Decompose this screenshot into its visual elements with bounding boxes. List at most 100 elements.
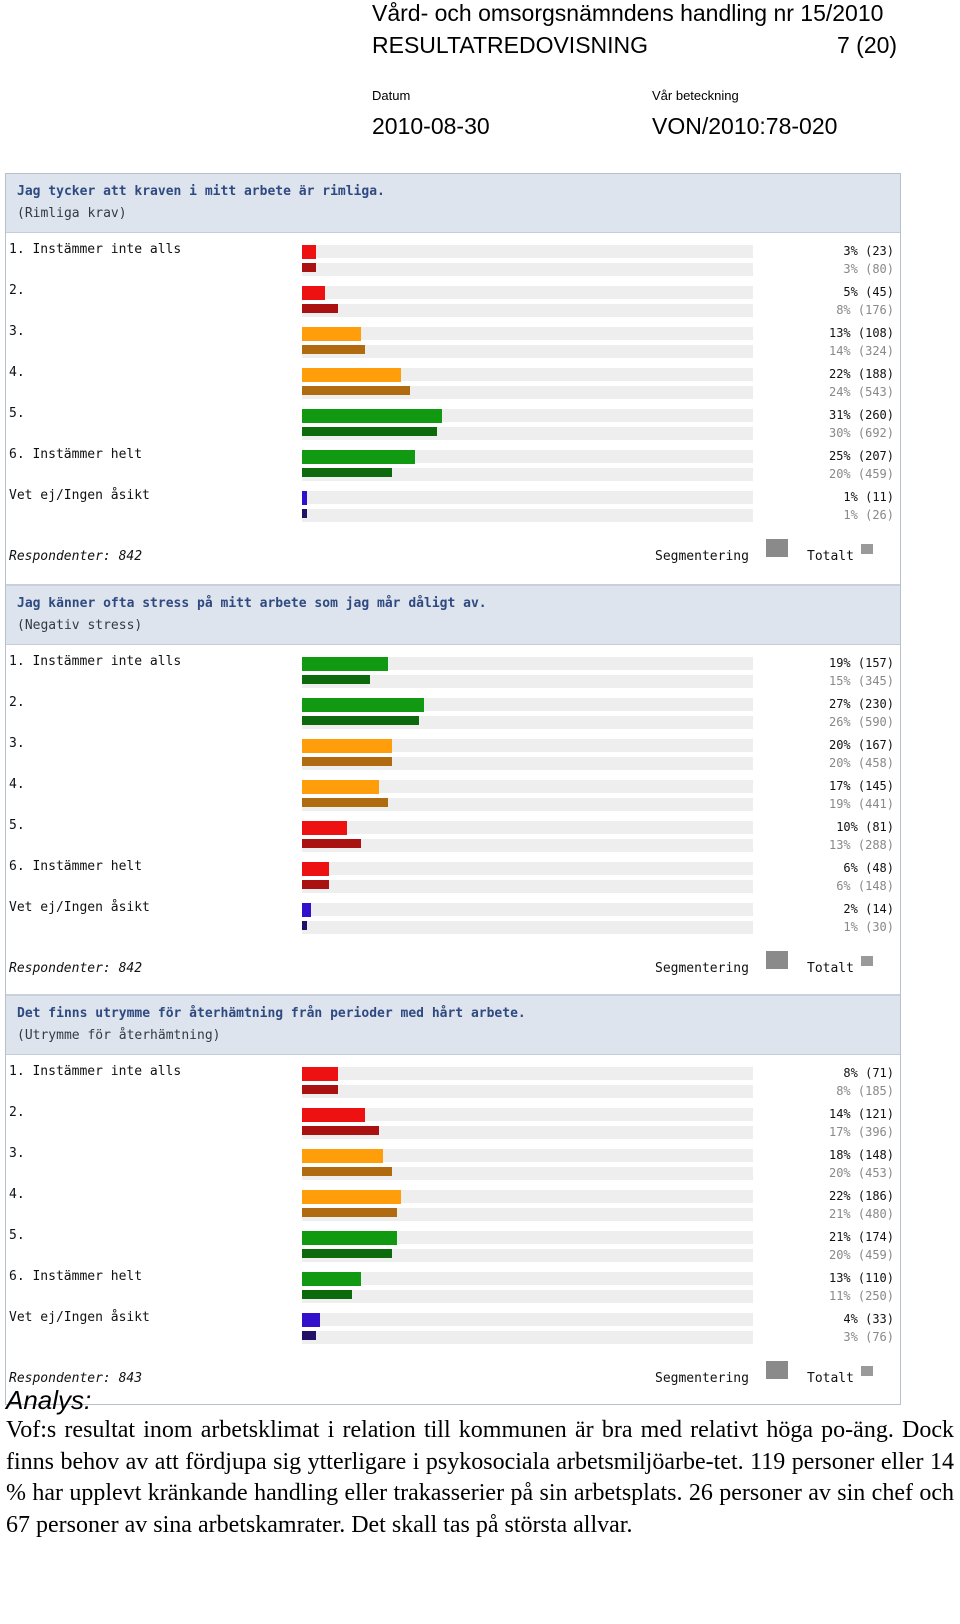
bar-track <box>302 1085 753 1098</box>
bar-track <box>302 450 753 463</box>
total-bar <box>302 1085 338 1094</box>
segment-value-label: 20% (167) <box>828 738 894 752</box>
segment-bar <box>302 1313 320 1327</box>
total-value-label: 3% (76) <box>843 1330 894 1344</box>
answer-label: 6. Instämmer helt <box>9 447 143 462</box>
total-bar <box>302 263 316 272</box>
segment-value-label: 3% (23) <box>843 244 894 258</box>
answer-label: 2. <box>9 695 25 710</box>
total-value-label: 26% (590) <box>828 715 894 729</box>
legend-segment-swatch <box>766 1361 788 1379</box>
total-value-label: 1% (26) <box>843 508 894 522</box>
total-value-label: 24% (543) <box>828 385 894 399</box>
segment-bar <box>302 450 415 464</box>
question-title: Det finns utrymme för återhämtning från … <box>17 1006 526 1021</box>
segment-value-label: 25% (207) <box>828 449 894 463</box>
bar-track <box>302 509 753 522</box>
bar-track <box>302 491 753 504</box>
segment-bar <box>302 245 316 259</box>
analysis-heading: Analys: <box>6 1385 92 1415</box>
bar-track <box>302 1249 753 1262</box>
segment-bar <box>302 739 392 753</box>
segment-bar <box>302 1231 397 1245</box>
answer-label: 5. <box>9 1228 25 1243</box>
total-bar <box>302 675 370 684</box>
total-value-label: 17% (396) <box>828 1125 894 1139</box>
question-panel: Jag tycker att kraven i mitt arbete är r… <box>6 174 900 584</box>
legend-total-swatch <box>861 956 873 966</box>
answer-label: 4. <box>9 777 25 792</box>
segment-value-label: 8% (71) <box>843 1066 894 1080</box>
bar-track <box>302 386 753 399</box>
answer-label: 5. <box>9 406 25 421</box>
total-value-label: 21% (480) <box>828 1207 894 1221</box>
total-bar <box>302 757 392 766</box>
answer-label: 6. Instämmer helt <box>9 1269 143 1284</box>
bar-track <box>302 1126 753 1139</box>
bar-track <box>302 1190 753 1203</box>
bar-track <box>302 1108 753 1121</box>
bar-track <box>302 675 753 688</box>
bar-track <box>302 1290 753 1303</box>
segment-bar <box>302 286 325 300</box>
bar-track <box>302 921 753 934</box>
document-title: RESULTATREDOVISNING <box>372 32 649 58</box>
bar-track <box>302 903 753 916</box>
respondents-count: Respondenter: 842 <box>9 961 143 976</box>
bar-track <box>302 1331 753 1344</box>
bar-track <box>302 1313 753 1326</box>
respondents-count: Respondenter: 842 <box>9 549 143 564</box>
answer-label: 5. <box>9 818 25 833</box>
segment-value-label: 2% (14) <box>843 902 894 916</box>
total-value-label: 30% (692) <box>828 426 894 440</box>
bar-track <box>302 368 753 381</box>
legend-total-swatch <box>861 1366 873 1376</box>
bar-track <box>302 263 753 276</box>
question-subtitle: (Rimliga krav) <box>17 206 127 221</box>
total-bar <box>302 839 361 848</box>
answer-label: 3. <box>9 324 25 339</box>
bar-track <box>302 286 753 299</box>
org-line: Vård- och omsorgsnämndens handling nr 15… <box>372 0 884 26</box>
total-bar <box>302 921 307 930</box>
total-value-label: 8% (176) <box>836 303 894 317</box>
total-value-label: 3% (80) <box>843 262 894 276</box>
total-value-label: 20% (459) <box>828 1248 894 1262</box>
bar-track <box>302 757 753 770</box>
date-label: Datum <box>372 88 411 103</box>
total-bar <box>302 1167 392 1176</box>
legend-total-swatch <box>861 544 873 554</box>
reference-label: Vår beteckning <box>652 88 739 103</box>
total-value-label: 19% (441) <box>828 797 894 811</box>
legend-segment-swatch <box>766 539 788 557</box>
segment-value-label: 5% (45) <box>843 285 894 299</box>
segment-value-label: 22% (186) <box>828 1189 894 1203</box>
bar-track <box>302 780 753 793</box>
bar-track <box>302 1231 753 1244</box>
total-value-label: 20% (459) <box>828 467 894 481</box>
segment-bar <box>302 1067 338 1081</box>
total-bar <box>302 1331 316 1340</box>
question-header: Jag tycker att kraven i mitt arbete är r… <box>6 174 900 233</box>
total-bar <box>302 880 329 889</box>
bar-track <box>302 245 753 258</box>
segment-value-label: 13% (110) <box>828 1271 894 1285</box>
answer-label: 1. Instämmer inte alls <box>9 1064 182 1079</box>
segment-bar <box>302 1190 401 1204</box>
segment-bar <box>302 862 329 876</box>
segment-value-label: 10% (81) <box>836 820 894 834</box>
answer-label: 6. Instämmer helt <box>9 859 143 874</box>
total-bar <box>302 468 392 477</box>
segment-bar <box>302 698 424 712</box>
legend-segment-label: Segmentering <box>655 961 749 976</box>
legend-total-label: Totalt <box>807 1371 854 1386</box>
total-value-label: 8% (185) <box>836 1084 894 1098</box>
bar-track <box>302 839 753 852</box>
bar-track <box>302 821 753 834</box>
segment-value-label: 6% (48) <box>843 861 894 875</box>
segment-value-label: 4% (33) <box>843 1312 894 1326</box>
segment-bar <box>302 903 311 917</box>
legend-segment-label: Segmentering <box>655 1371 749 1386</box>
segment-bar <box>302 1272 361 1286</box>
question-subtitle: (Negativ stress) <box>17 618 143 633</box>
